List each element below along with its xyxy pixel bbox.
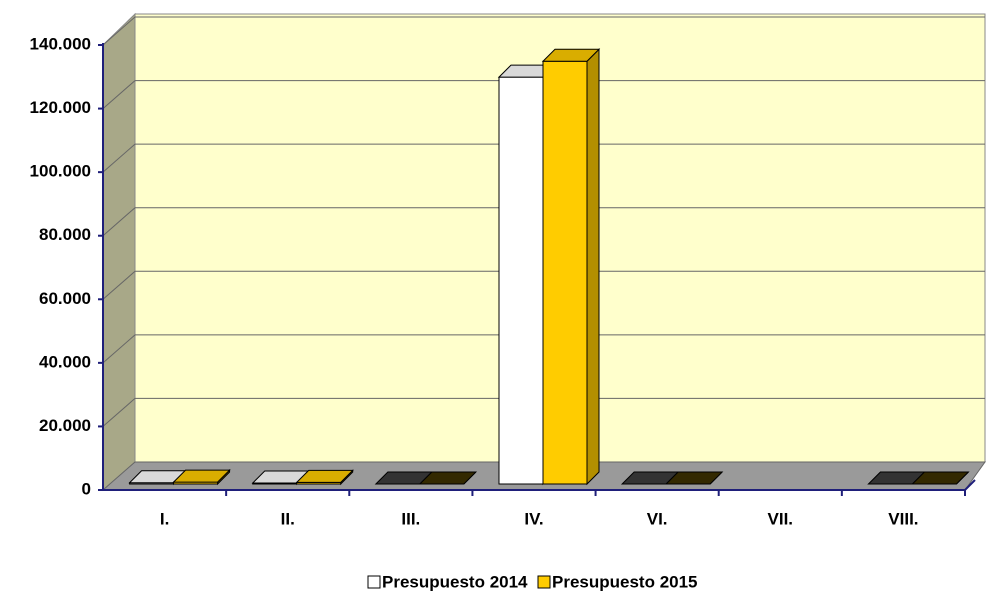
- x-tick-label: II.: [281, 509, 295, 528]
- legend-label: Presupuesto 2015: [552, 572, 698, 591]
- y-tick-label: 40.000: [39, 352, 91, 371]
- y-tick-label: 0: [82, 479, 91, 498]
- y-tick-label: 20.000: [39, 416, 91, 435]
- bar-top: [172, 469, 231, 483]
- legend-swatch: [367, 575, 381, 589]
- bar: [542, 60, 588, 485]
- bar-top: [295, 469, 354, 483]
- bar-top: [541, 48, 601, 62]
- bar-side: [586, 48, 600, 486]
- grid-line-side: [102, 143, 136, 173]
- y-tick-label: 140.000: [30, 34, 91, 53]
- x-tick-label: IV.: [524, 509, 543, 528]
- x-tick-label: VI.: [647, 509, 668, 528]
- grid-line-side: [102, 207, 136, 237]
- grid-line-side: [102, 16, 136, 46]
- y-tick-label: 60.000: [39, 289, 91, 308]
- grid-line-side: [102, 334, 136, 364]
- y-tick-label: 80.000: [39, 225, 91, 244]
- legend-label: Presupuesto 2014: [382, 572, 528, 591]
- bar-top: [911, 471, 970, 485]
- legend-swatch: [537, 575, 551, 589]
- grid-line-side: [102, 80, 136, 109]
- bar: [498, 76, 544, 485]
- bar-top: [418, 471, 478, 485]
- y-tick-label: 120.000: [30, 98, 91, 117]
- x-tick-label: I.: [160, 509, 169, 528]
- bar-top: [664, 471, 724, 485]
- x-tick-label: VIII.: [888, 509, 918, 528]
- x-tick-label: III.: [401, 509, 420, 528]
- y-tick-label: 100.000: [30, 162, 91, 181]
- x-tick-label: VII.: [768, 509, 794, 528]
- grid-line-side: [102, 398, 136, 427]
- grid-line-side: [102, 270, 136, 300]
